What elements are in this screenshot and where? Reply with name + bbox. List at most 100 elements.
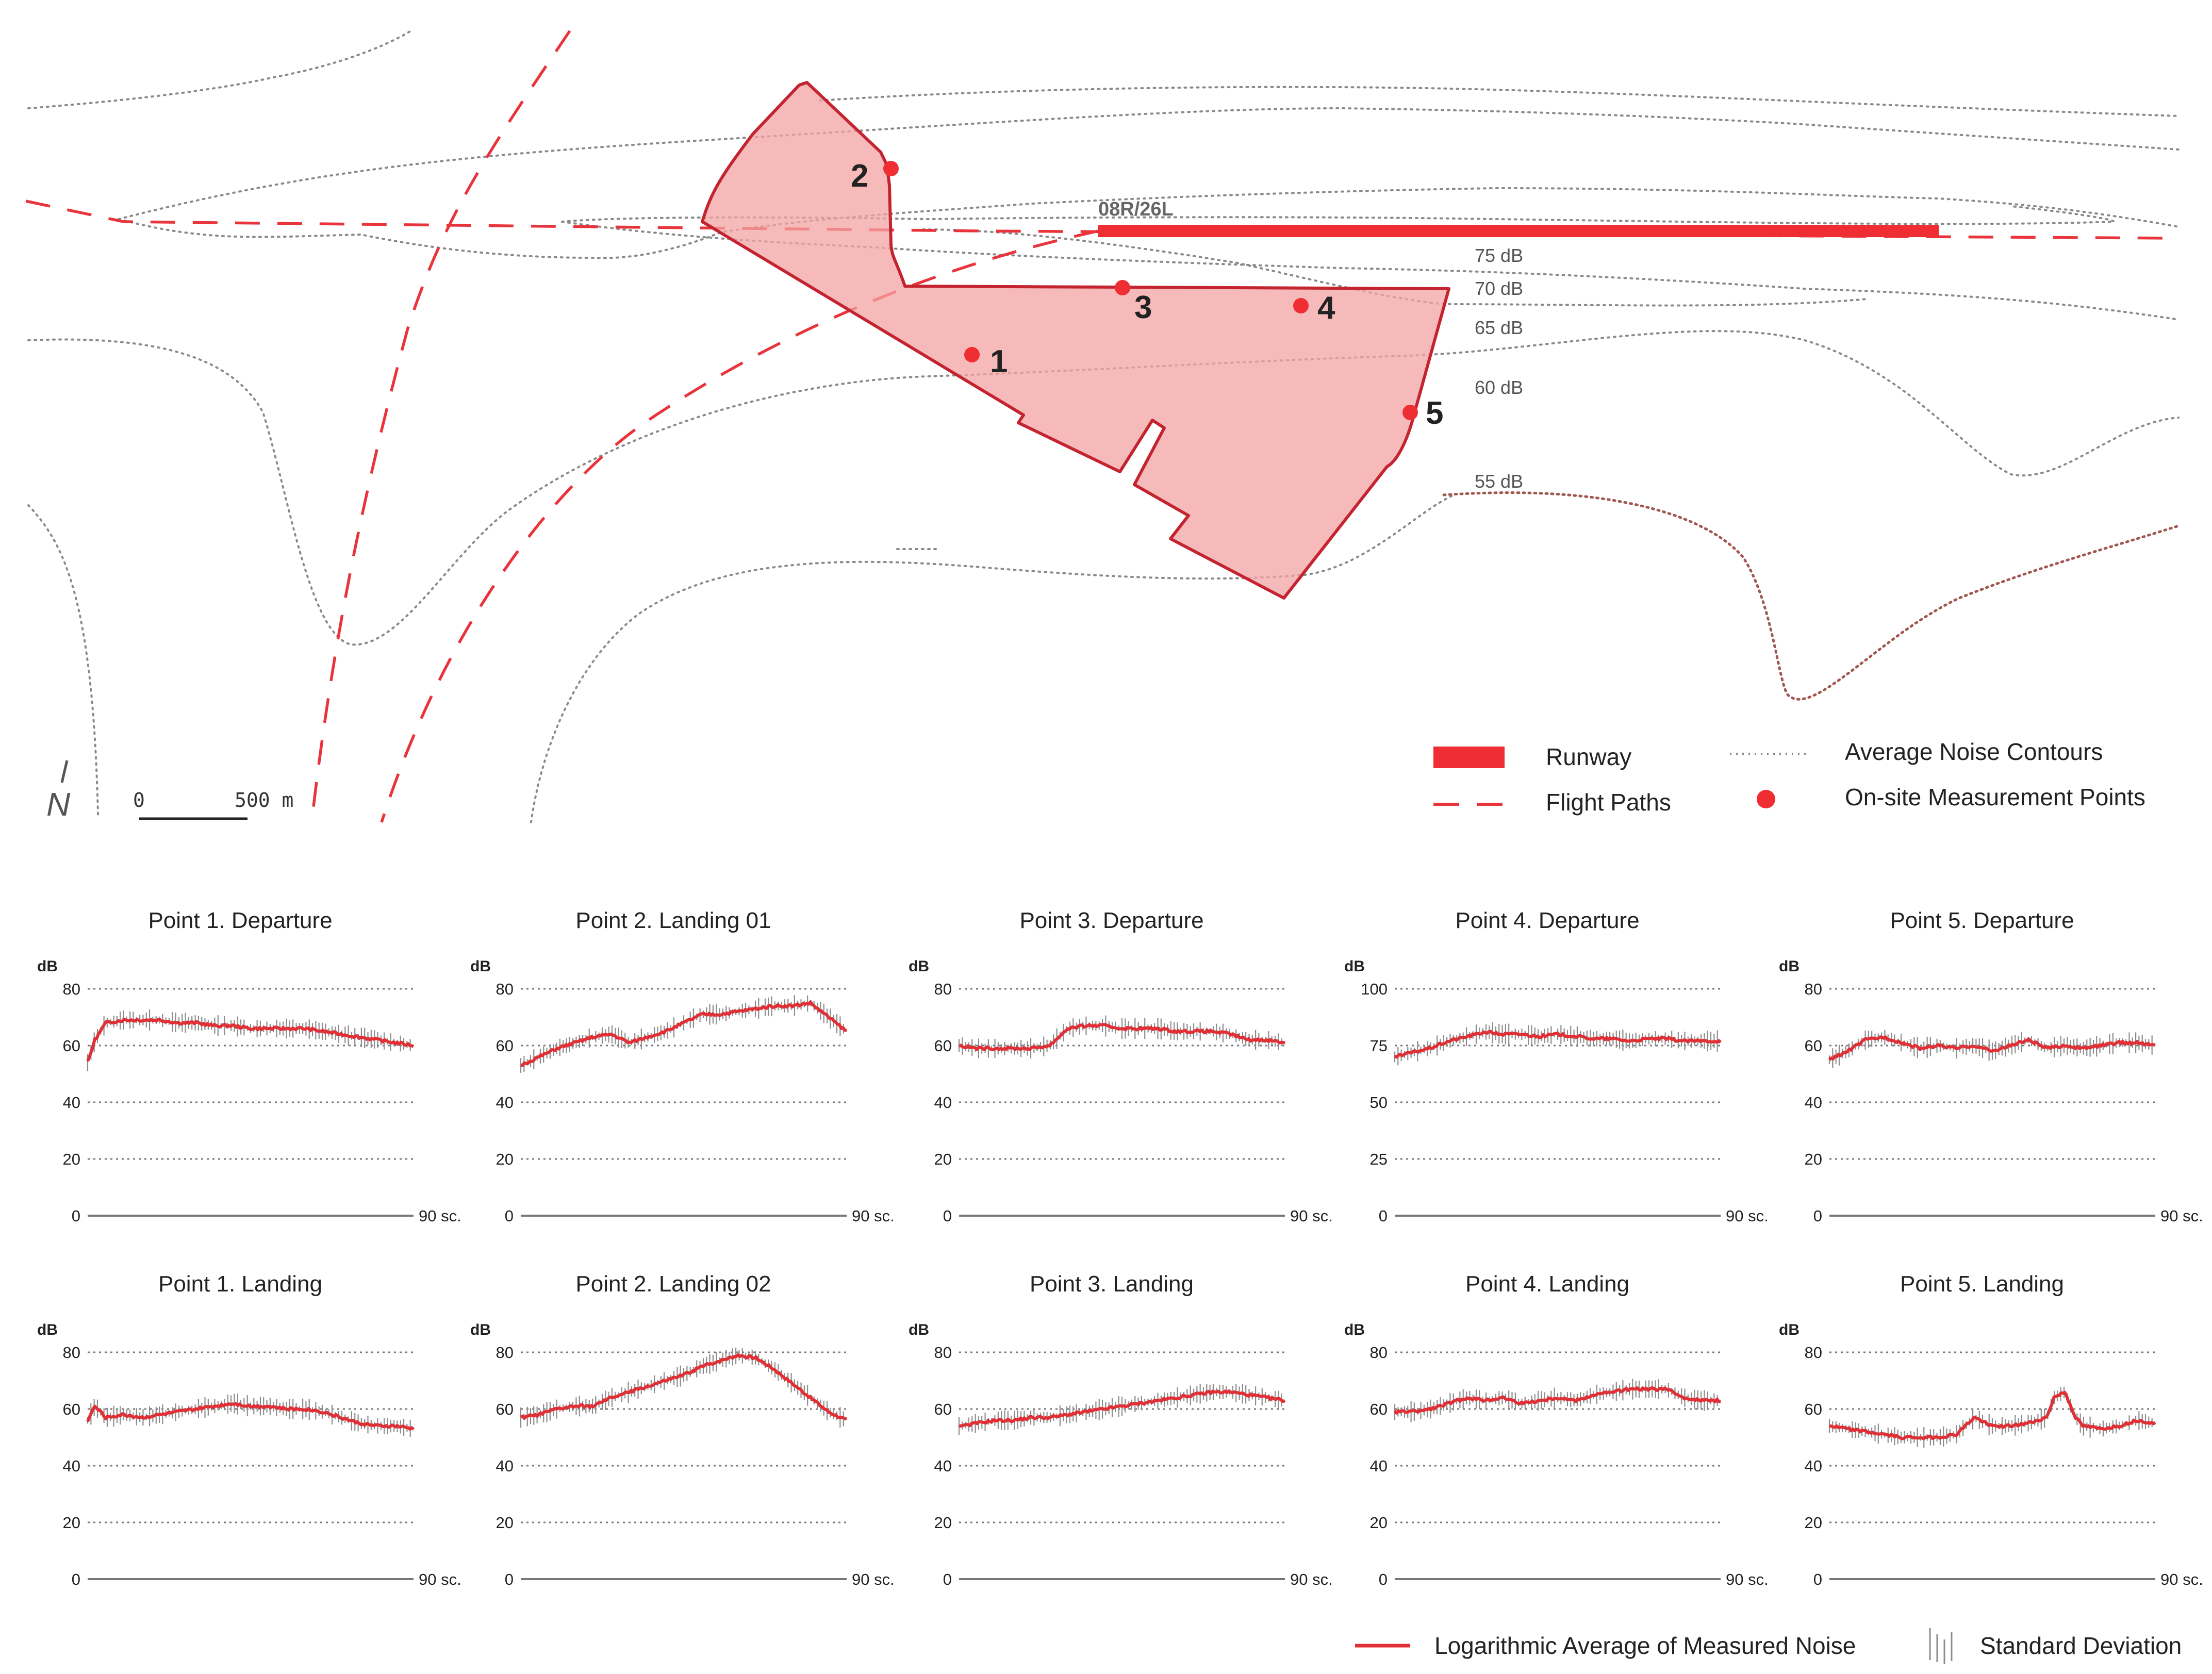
north-icon: N	[46, 786, 71, 823]
chart-9: Point 4. Landing dB 0 20 40 60 80 90 sc.	[1344, 1271, 1769, 1588]
std-dev-legend-icon	[1929, 1628, 1953, 1664]
x-axis-end-label: 90 sc.	[1726, 1570, 1769, 1588]
chart-title: Point 2. Landing 02	[575, 1271, 771, 1297]
contour-label-70db: 70 dB	[1475, 278, 1523, 299]
y-tick-label: 80	[1370, 1344, 1388, 1362]
contour-line	[27, 330, 2180, 646]
scale-end: 500 m	[235, 789, 293, 811]
measurement-point-legend-swatch	[1757, 790, 1775, 808]
y-tick-label: 20	[496, 1150, 514, 1168]
y-tick-label: 80	[934, 980, 952, 998]
chart-title: Point 1. Departure	[148, 908, 332, 933]
legend-flight-paths: Flight Paths	[1546, 789, 1671, 816]
std-dev-bars	[520, 1347, 844, 1428]
y-tick-label: 60	[496, 1037, 514, 1055]
x-axis-end-label: 90 sc.	[2160, 1207, 2203, 1225]
y-axis-unit: dB	[1779, 1321, 1800, 1338]
map-legend: Runway Flight Paths Average Noise Contou…	[1433, 738, 2145, 816]
chart-10: Point 5. Landing dB 0 20 40 60 80 90 sc.	[1779, 1271, 2203, 1588]
measurement-point-5[interactable]: 5	[1402, 395, 1443, 431]
contour-label-75db: 75 dB	[1475, 245, 1523, 266]
y-axis-unit: dB	[1344, 1321, 1365, 1338]
y-tick-label: 60	[1370, 1400, 1388, 1418]
measurement-point-3[interactable]: 3	[1115, 280, 1152, 325]
y-tick-label: 40	[496, 1457, 514, 1475]
legend-average: Logarithmic Average of Measured Noise	[1434, 1632, 1856, 1659]
std-dev-bars	[1828, 1030, 2153, 1068]
average-noise-line	[86, 1018, 415, 1062]
contour-label-60db: 60 dB	[1475, 377, 1523, 398]
chart-6: Point 1. Landing dB 0 20 40 60 80 90 sc.	[37, 1271, 461, 1588]
y-tick-label: 0	[943, 1570, 952, 1588]
y-tick-label: 40	[1805, 1093, 1822, 1112]
y-tick-label: 0	[72, 1570, 80, 1588]
y-tick-label: 40	[63, 1093, 80, 1112]
y-tick-label: 60	[934, 1037, 952, 1055]
x-axis-end-label: 90 sc.	[852, 1570, 895, 1588]
y-tick-label: 20	[63, 1514, 80, 1532]
y-axis-unit: dB	[909, 1321, 929, 1338]
y-axis-unit: dB	[1779, 958, 1800, 975]
runway-label: 08R/26L	[1098, 198, 1174, 220]
north-arrow: N	[46, 760, 71, 823]
y-tick-label: 60	[1805, 1400, 1822, 1418]
std-dev-bars	[1394, 1379, 1718, 1422]
contour-line	[118, 107, 2180, 220]
noise-contour-map: 08R/26L 75 dB 70 dB 65 dB 60 dB 55 dB 1 …	[25, 29, 2180, 823]
svg-text:3: 3	[1134, 290, 1152, 325]
measurement-point-2[interactable]: 2	[851, 158, 899, 194]
y-tick-label: 80	[1805, 1344, 1822, 1362]
y-tick-label: 0	[1379, 1207, 1388, 1225]
runway	[1098, 225, 1939, 237]
chart-7: Point 2. Landing 02 dB 0 20 40 60 80 90 sc.	[470, 1271, 895, 1588]
measurement-point-4[interactable]: 4	[1293, 290, 1335, 326]
average-noise-line	[1829, 1390, 2156, 1440]
legend-contours: Average Noise Contours	[1845, 738, 2103, 765]
chart-2: Point 2. Landing 01 dB 0 20 40 60 80 90 sc.	[470, 908, 895, 1225]
y-axis-unit: dB	[470, 1321, 491, 1338]
y-tick-label: 80	[496, 1344, 514, 1362]
chart-3: Point 3. Departure dB 0 20 40 60 80 90 sc.	[909, 908, 1333, 1225]
y-tick-label: 60	[496, 1400, 514, 1418]
svg-text:1: 1	[990, 344, 1008, 379]
contour-line-55db	[1442, 491, 2180, 701]
average-noise-line	[958, 1389, 1286, 1428]
y-tick-label: 60	[934, 1400, 952, 1418]
y-axis-unit: dB	[37, 958, 58, 975]
legend-std-dev: Standard Deviation	[1980, 1632, 2182, 1659]
y-tick-label: 20	[1805, 1150, 1822, 1168]
y-tick-label: 20	[934, 1150, 952, 1168]
x-axis-end-label: 90 sc.	[1726, 1207, 1769, 1225]
y-tick-label: 75	[1370, 1037, 1388, 1055]
y-tick-label: 0	[943, 1207, 952, 1225]
y-tick-label: 50	[1370, 1093, 1388, 1112]
average-noise-line	[86, 1402, 415, 1431]
std-dev-bars	[1828, 1386, 2153, 1448]
chart-title: Point 5. Departure	[1890, 908, 2074, 933]
average-noise-line	[1393, 1386, 1721, 1415]
chart-title: Point 4. Departure	[1455, 908, 1639, 933]
std-dev-bars	[958, 1015, 1282, 1059]
svg-text:4: 4	[1317, 290, 1335, 326]
y-tick-label: 40	[934, 1093, 952, 1112]
legend-runway: Runway	[1546, 743, 1631, 770]
chart-title: Point 5. Landing	[1900, 1271, 2064, 1297]
measurement-point-1[interactable]: 1	[964, 344, 1008, 379]
y-tick-label: 20	[934, 1514, 952, 1532]
runway-legend-swatch	[1433, 747, 1505, 768]
noise-charts: Point 1. Departure dB 0 20 40 60 80 90 sc. Point…	[37, 908, 2203, 1664]
chart-title: Point 2. Landing 01	[575, 908, 771, 933]
y-tick-label: 40	[1370, 1457, 1388, 1475]
y-tick-label: 100	[1361, 980, 1388, 998]
svg-text:2: 2	[851, 158, 868, 194]
y-tick-label: 0	[505, 1207, 514, 1225]
chart-4: Point 4. Departure dB 0 25 50 75 100 90 sc.	[1344, 908, 1769, 1225]
std-dev-bars	[520, 995, 844, 1073]
y-tick-label: 80	[1805, 980, 1822, 998]
y-axis-unit: dB	[37, 1321, 58, 1338]
contour-label-65db: 65 dB	[1475, 317, 1523, 338]
y-tick-label: 20	[1370, 1514, 1388, 1532]
y-tick-label: 0	[1379, 1570, 1388, 1588]
flight-path	[25, 200, 2176, 240]
y-tick-label: 40	[496, 1093, 514, 1112]
